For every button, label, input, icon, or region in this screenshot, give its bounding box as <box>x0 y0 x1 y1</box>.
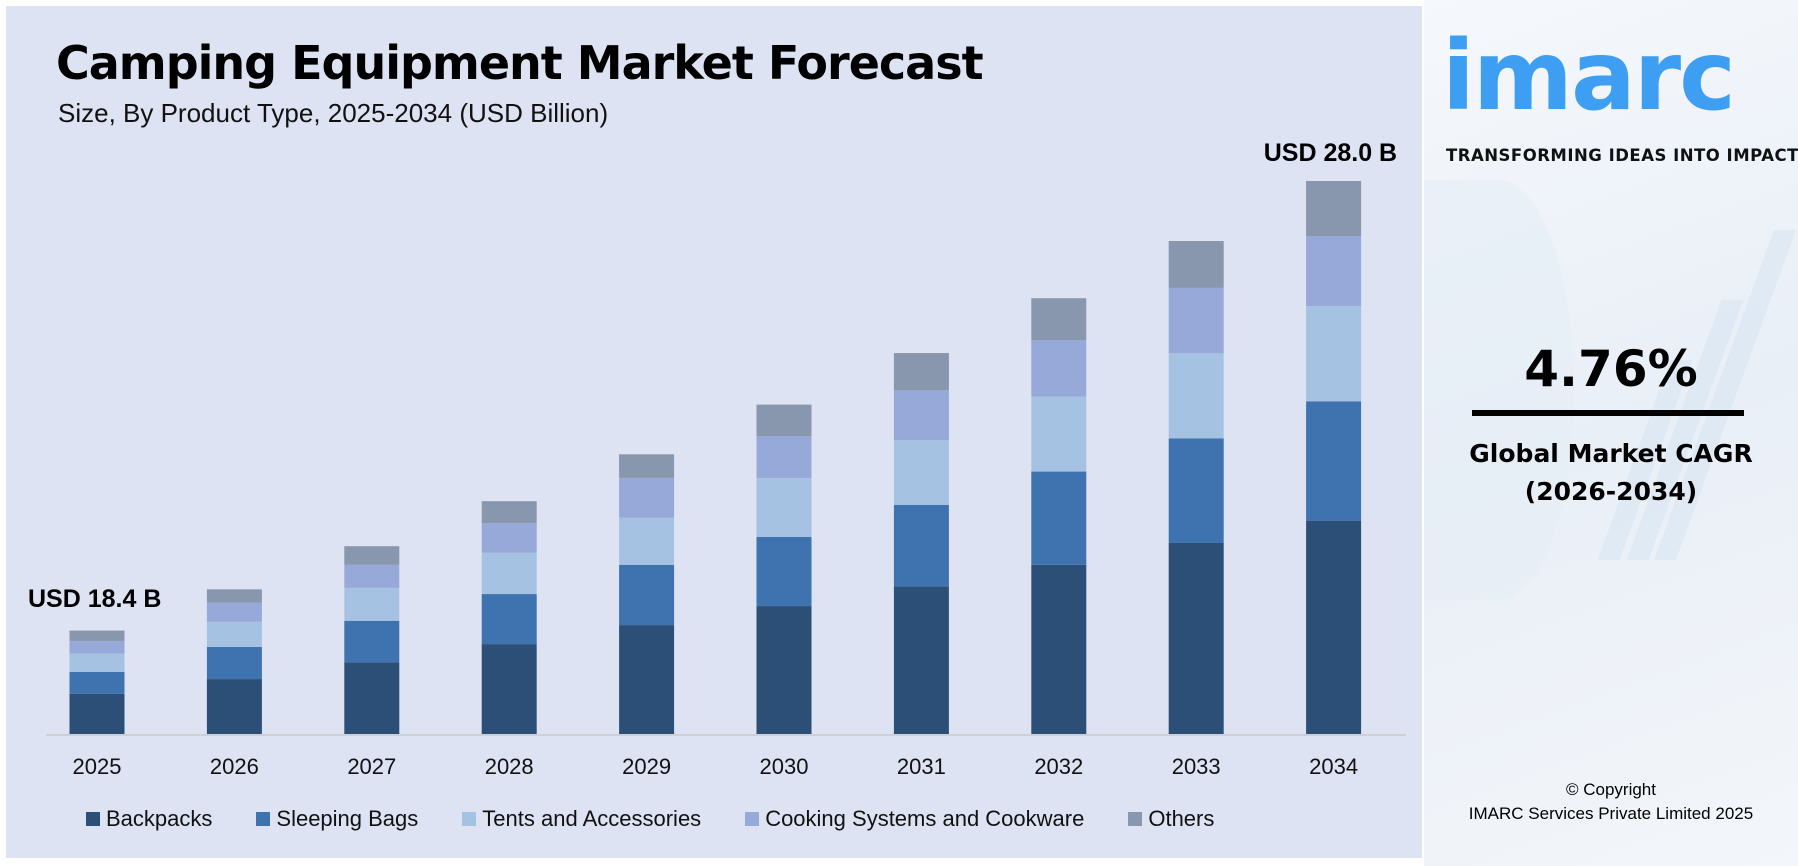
bar-segment-cooking-systems-and-cookware-2025 <box>69 640 125 654</box>
legend-swatch <box>86 812 100 826</box>
x-tick-label: 2026 <box>209 754 259 779</box>
legend-label: Others <box>1148 806 1215 831</box>
cagr-divider <box>1472 410 1744 416</box>
chart-subtitle: Size, By Product Type, 2025-2034 (USD Bi… <box>58 98 609 128</box>
legend-item: Cooking Systems and Cookware <box>745 806 1084 832</box>
chart-title: Camping Equipment Market Forecast <box>56 36 984 90</box>
bar-segment-cooking-systems-and-cookware-2028 <box>481 523 537 553</box>
bar-segment-backpacks-2025 <box>69 693 125 734</box>
total-label-2025: USD 18.4 B <box>28 584 162 613</box>
bar-segment-others-2026 <box>206 589 262 603</box>
bar-segment-backpacks-2028 <box>481 644 537 734</box>
bar-segment-others-2025 <box>69 630 125 641</box>
chart-panel: Camping Equipment Market Forecast Size, … <box>6 6 1422 858</box>
bar-segment-sleeping-bags-2026 <box>206 646 262 680</box>
copyright: © Copyright IMARC Services Private Limit… <box>1424 778 1798 826</box>
x-tick-label: 2025 <box>72 754 122 779</box>
bar-segment-sleeping-bags-2029 <box>619 564 675 626</box>
x-tick-label: 2031 <box>896 754 946 779</box>
legend-label: Backpacks <box>106 806 213 831</box>
x-tick-label: 2027 <box>347 754 397 779</box>
x-tick-label: 2032 <box>1034 754 1084 779</box>
bar-segment-others-2030 <box>756 404 812 437</box>
bar-segment-cooking-systems-and-cookware-2031 <box>893 390 949 440</box>
bar-segment-tents-and-accessories-2030 <box>756 477 812 537</box>
bar-segment-tents-and-accessories-2025 <box>69 653 125 672</box>
bar-segment-cooking-systems-and-cookware-2032 <box>1031 340 1087 397</box>
legend-swatch <box>256 812 271 826</box>
imarc-logo: imarc <box>1442 20 1736 132</box>
x-tick-label: 2028 <box>484 754 534 779</box>
bar-segment-backpacks-2034 <box>1306 520 1362 734</box>
legend-swatch <box>462 812 477 826</box>
bar-segment-tents-and-accessories-2033 <box>1168 353 1224 439</box>
legend-label: Tents and Accessories <box>482 806 702 831</box>
bar-segment-tents-and-accessories-2029 <box>619 517 675 565</box>
bar-segment-backpacks-2029 <box>619 625 675 734</box>
bar-segment-sleeping-bags-2027 <box>344 620 400 663</box>
bar-chart <box>46 181 1406 736</box>
total-label-2034: USD 28.0 B <box>1263 139 1398 167</box>
copyright-line-1: © Copyright <box>1565 780 1656 799</box>
bar-segment-backpacks-2030 <box>756 606 812 734</box>
bar-segment-sleeping-bags-2025 <box>69 671 125 694</box>
bar-segment-others-2033 <box>1168 241 1224 288</box>
bar-segment-others-2028 <box>481 501 537 524</box>
copyright-line-2: IMARC Services Private Limited 2025 <box>1468 804 1754 823</box>
bar-segment-tents-and-accessories-2032 <box>1031 396 1087 472</box>
bar-segment-others-2034 <box>1306 181 1362 237</box>
legend-swatch <box>745 812 760 826</box>
bar-segment-sleeping-bags-2031 <box>893 504 949 587</box>
bar-segment-tents-and-accessories-2028 <box>481 552 537 595</box>
legend: Backpacks Sleeping Bags Tents and Accessor… <box>86 806 1258 832</box>
cagr-period: (2026-2034) <box>1524 477 1698 506</box>
x-tick-label: 2034 <box>1309 754 1359 779</box>
background-pie-decoration <box>1424 180 1574 600</box>
bar-segment-tents-and-accessories-2034 <box>1306 306 1362 402</box>
bar-segment-cooking-systems-and-cookware-2027 <box>344 564 400 588</box>
legend-label: Cooking Systems and Cookware <box>765 806 1085 831</box>
plot-area: 2025 USD 18.4 B 2026 2027 2028 2029 2030 2031 20… <box>6 6 1422 858</box>
legend-item: Backpacks <box>86 806 212 832</box>
legend-item: Others <box>1128 806 1214 832</box>
bar-segment-cooking-systems-and-cookware-2026 <box>206 602 262 622</box>
bar-segment-others-2027 <box>344 546 400 565</box>
bar-segment-sleeping-bags-2030 <box>756 536 812 607</box>
cagr-label-text: Global Market CAGR <box>1469 439 1753 468</box>
bar-segment-backpacks-2032 <box>1031 564 1087 734</box>
legend-item: Tents and Accessories <box>462 806 701 832</box>
bar-segment-cooking-systems-and-cookware-2030 <box>756 436 812 478</box>
bar-segment-tents-and-accessories-2031 <box>893 439 949 505</box>
side-panel: imarc TRANSFORMING IDEAS INTO IMPACT 4.7… <box>1424 0 1798 866</box>
bar-segment-sleeping-bags-2028 <box>481 594 537 645</box>
bar-segment-sleeping-bags-2033 <box>1168 438 1224 543</box>
x-tick-label: 2029 <box>622 754 672 779</box>
cagr-label: Global Market CAGR (2026-2034) <box>1424 435 1798 511</box>
bar-segment-tents-and-accessories-2026 <box>206 621 262 647</box>
bar-segment-backpacks-2027 <box>344 662 400 734</box>
bar-segment-cooking-systems-and-cookware-2033 <box>1168 287 1224 354</box>
bar-segment-sleeping-bags-2034 <box>1306 401 1362 521</box>
bar-segment-others-2031 <box>893 353 949 391</box>
bar-segment-tents-and-accessories-2027 <box>344 587 400 621</box>
cagr-value: 4.76% <box>1524 340 1698 398</box>
x-tick-label: 2030 <box>759 754 809 779</box>
bar-segment-others-2032 <box>1031 298 1087 341</box>
bar-segment-backpacks-2033 <box>1168 542 1224 734</box>
legend-item: Sleeping Bags <box>256 806 418 832</box>
bar-segment-sleeping-bags-2032 <box>1031 471 1087 565</box>
bar-segment-cooking-systems-and-cookware-2029 <box>619 477 675 518</box>
x-tick-label: 2033 <box>1171 754 1221 779</box>
bar-segment-others-2029 <box>619 454 675 478</box>
bar-segment-backpacks-2026 <box>206 679 262 734</box>
legend-swatch <box>1128 812 1143 826</box>
bar-segment-backpacks-2031 <box>893 586 949 734</box>
legend-label: Sleeping Bags <box>276 806 419 831</box>
logo-tagline: TRANSFORMING IDEAS INTO IMPACT <box>1446 146 1798 165</box>
bar-segment-cooking-systems-and-cookware-2034 <box>1306 236 1362 307</box>
